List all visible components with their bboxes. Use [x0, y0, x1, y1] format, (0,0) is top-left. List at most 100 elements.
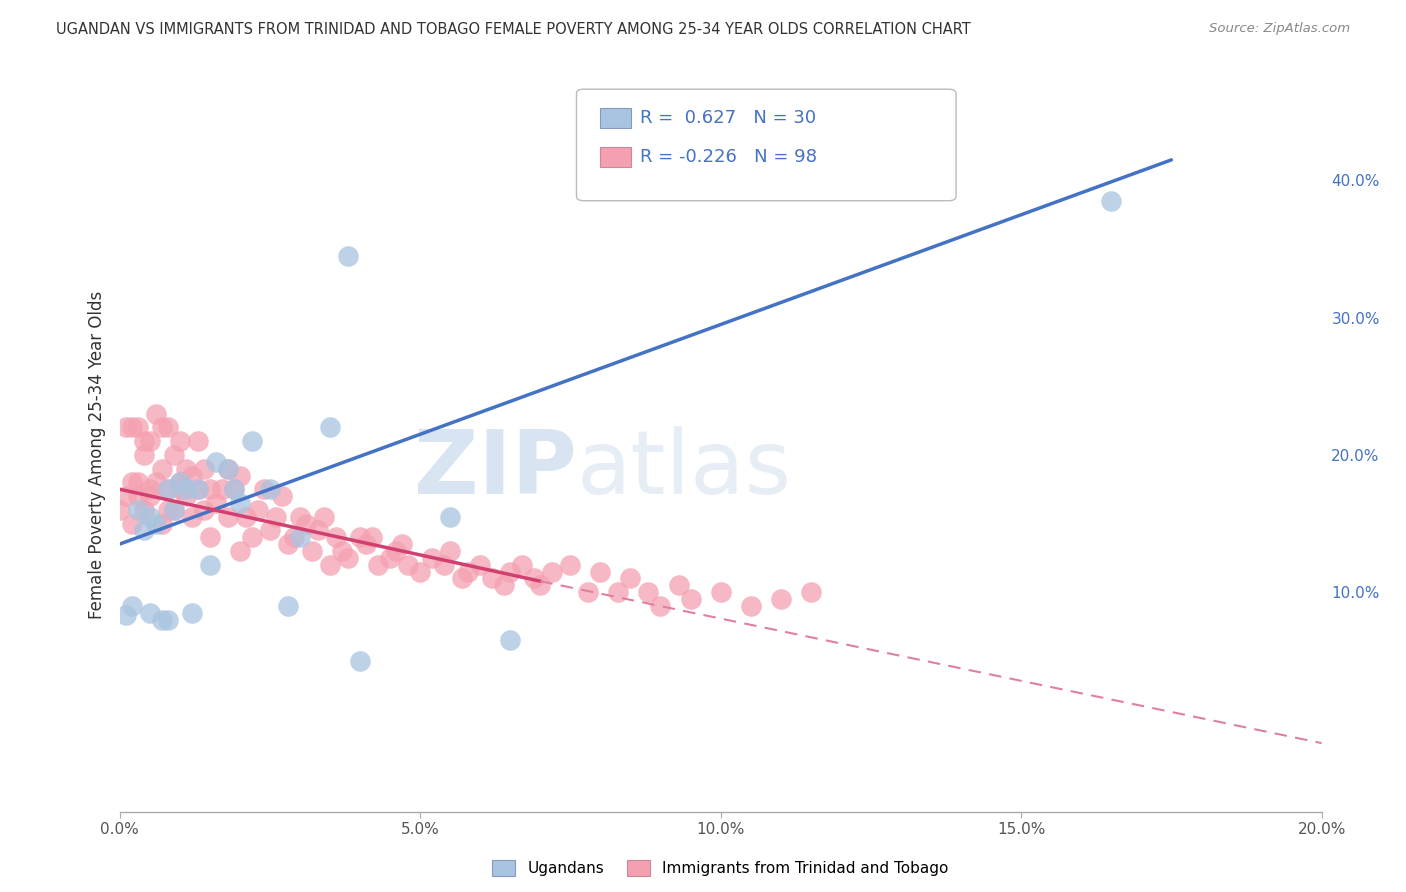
Point [1099, 194, 1122, 208]
Point [420, 550, 443, 565]
Point [349, 654, 371, 668]
Point [138, 606, 160, 620]
Point [288, 509, 311, 524]
Point [193, 503, 215, 517]
Point [217, 509, 239, 524]
Point [312, 509, 335, 524]
Point [396, 558, 419, 572]
Y-axis label: Female Poverty Among 25-34 Year Olds: Female Poverty Among 25-34 Year Olds [87, 291, 105, 619]
Point [439, 544, 461, 558]
Point [132, 448, 155, 462]
Point [457, 565, 479, 579]
Point [204, 455, 226, 469]
Point [169, 475, 191, 490]
Point [174, 489, 197, 503]
Point [378, 550, 401, 565]
Point [156, 613, 179, 627]
Point [576, 585, 599, 599]
Point [336, 550, 359, 565]
Point [499, 633, 522, 648]
Point [187, 434, 209, 449]
Point [433, 558, 456, 572]
Point [769, 592, 792, 607]
Point [246, 503, 269, 517]
Point [156, 503, 179, 517]
Point [319, 420, 342, 434]
Point [259, 524, 281, 538]
Point [217, 461, 239, 475]
Point [127, 489, 149, 503]
Point [180, 509, 202, 524]
Point [301, 544, 323, 558]
Point [217, 461, 239, 475]
Text: R = -0.226   N = 98: R = -0.226 N = 98 [640, 148, 817, 166]
Point [277, 537, 299, 551]
Point [481, 571, 503, 585]
Point [180, 606, 202, 620]
Point [114, 608, 136, 623]
Point [150, 613, 173, 627]
Point [385, 544, 408, 558]
Point [162, 503, 184, 517]
Point [709, 585, 731, 599]
Point [523, 571, 546, 585]
Point [330, 544, 353, 558]
Point [451, 571, 474, 585]
Point [127, 420, 149, 434]
Point [132, 434, 155, 449]
Point [259, 482, 281, 496]
Point [108, 503, 131, 517]
Point [228, 468, 252, 483]
Point [319, 558, 342, 572]
Point [283, 530, 305, 544]
Point [150, 461, 173, 475]
Point [529, 578, 551, 592]
Point [668, 578, 690, 592]
Point [325, 530, 347, 544]
Point [619, 571, 641, 585]
Point [138, 489, 160, 503]
Text: UGANDAN VS IMMIGRANTS FROM TRINIDAD AND TOBAGO FEMALE POVERTY AMONG 25-34 YEAR O: UGANDAN VS IMMIGRANTS FROM TRINIDAD AND … [56, 22, 972, 37]
Point [121, 516, 143, 531]
Point [198, 558, 221, 572]
Point [354, 537, 377, 551]
Point [264, 509, 287, 524]
Point [295, 516, 318, 531]
Point [145, 475, 167, 490]
Point [367, 558, 389, 572]
Point [650, 599, 672, 613]
Point [169, 434, 191, 449]
Point [156, 482, 179, 496]
Point [468, 558, 492, 572]
Point [150, 420, 173, 434]
Point [607, 585, 630, 599]
Point [637, 585, 659, 599]
Point [121, 599, 143, 613]
Point [589, 565, 612, 579]
Point [336, 249, 359, 263]
Point [198, 530, 221, 544]
Point [288, 530, 311, 544]
Point [222, 482, 245, 496]
Point [127, 475, 149, 490]
Point [114, 489, 136, 503]
Point [174, 461, 197, 475]
Point [560, 558, 582, 572]
Point [138, 482, 160, 496]
Point [510, 558, 533, 572]
Point [145, 516, 167, 531]
Point [145, 407, 167, 421]
Point [169, 482, 191, 496]
Point [253, 482, 276, 496]
Point [121, 475, 143, 490]
Point [740, 599, 762, 613]
Text: Source: ZipAtlas.com: Source: ZipAtlas.com [1209, 22, 1350, 36]
Point [222, 482, 245, 496]
Text: atlas: atlas [576, 425, 792, 513]
Point [121, 420, 143, 434]
Point [240, 434, 263, 449]
Point [349, 530, 371, 544]
Point [156, 482, 179, 496]
Point [138, 509, 160, 524]
Point [180, 468, 202, 483]
